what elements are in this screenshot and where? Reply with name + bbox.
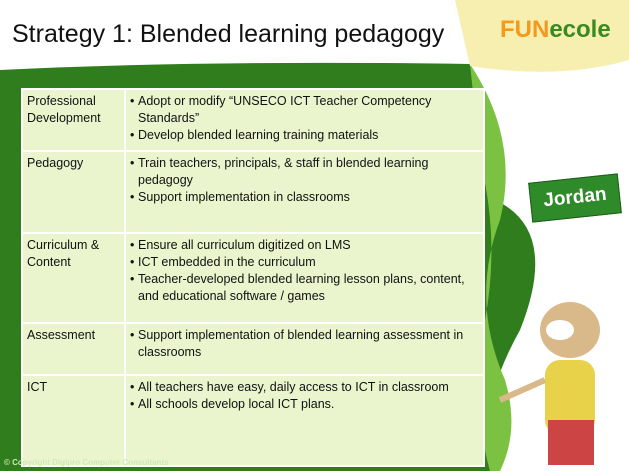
bullet: Ensure all curriculum digitized on LMS	[130, 237, 479, 254]
cartoon-character	[498, 302, 600, 465]
bullet-list: Adopt or modify “UNSECO ICT Teacher Comp…	[130, 93, 479, 144]
table-row: AssessmentSupport implementation of blen…	[21, 322, 485, 376]
footer: © Copyright Digipro Computer Consultants	[4, 458, 169, 467]
bullet: Support implementation of blended learni…	[130, 327, 479, 361]
row-label: ICT	[21, 374, 126, 467]
bullet: Adopt or modify “UNSECO ICT Teacher Comp…	[130, 93, 479, 127]
bullet: Develop blended learning training materi…	[130, 127, 479, 144]
table-row: Curriculum & ContentEnsure all curriculu…	[21, 232, 485, 324]
row-label: Pedagogy	[21, 150, 126, 234]
row-label: Professional Development	[21, 88, 126, 152]
row-content: Support implementation of blended learni…	[124, 322, 485, 376]
row-label: Assessment	[21, 322, 126, 376]
table-row: ICTAll teachers have easy, daily access …	[21, 374, 485, 467]
bullet: All teachers have easy, daily access to …	[130, 379, 479, 396]
bullet-list: Support implementation of blended learni…	[130, 327, 479, 361]
logo: FUNecole	[500, 16, 611, 44]
bullet: All schools develop local ICT plans.	[130, 396, 479, 413]
strategy-table: Professional DevelopmentAdopt or modify …	[21, 88, 485, 467]
row-content: Train teachers, principals, & staff in b…	[124, 150, 485, 234]
row-label: Curriculum & Content	[21, 232, 126, 324]
bullet: Train teachers, principals, & staff in b…	[130, 155, 479, 189]
bullet: ICT embedded in the curriculum	[130, 254, 479, 271]
bullet-list: Ensure all curriculum digitized on LMSIC…	[130, 237, 479, 305]
bullet: Teacher-developed blended learning lesso…	[130, 271, 479, 305]
slide-title: Strategy 1: Blended learning pedagogy	[12, 20, 445, 48]
logo-ecole: ecole	[549, 16, 611, 43]
row-content: All teachers have easy, daily access to …	[124, 374, 485, 467]
table-row: PedagogyTrain teachers, principals, & st…	[21, 150, 485, 234]
logo-fun: FUN	[500, 16, 550, 43]
bullet: Support implementation in classrooms	[130, 189, 479, 206]
row-content: Ensure all curriculum digitized on LMSIC…	[124, 232, 485, 324]
row-content: Adopt or modify “UNSECO ICT Teacher Comp…	[124, 88, 485, 152]
bullet-list: All teachers have easy, daily access to …	[130, 379, 479, 413]
table-row: Professional DevelopmentAdopt or modify …	[21, 88, 485, 152]
bullet-list: Train teachers, principals, & staff in b…	[130, 155, 479, 206]
